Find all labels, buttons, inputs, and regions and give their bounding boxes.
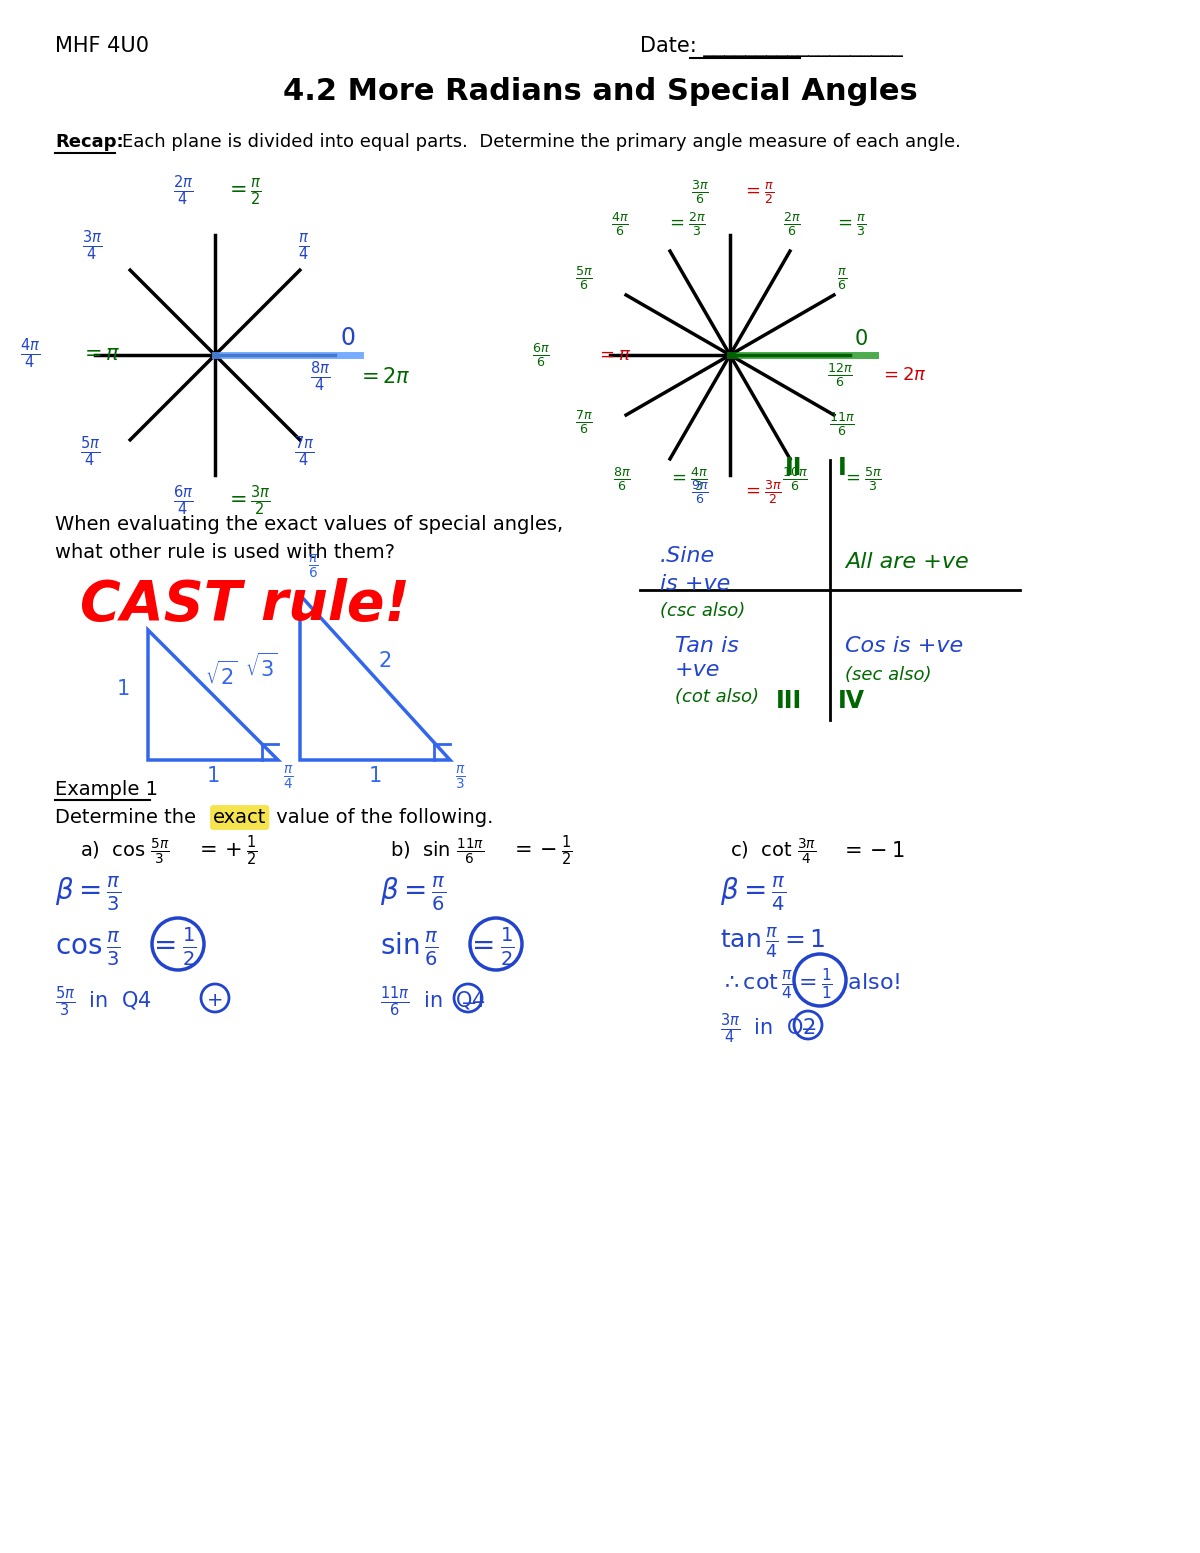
Text: $\sin\frac{\pi}{6}$: $\sin\frac{\pi}{6}$	[380, 929, 439, 968]
Text: CAST rule!: CAST rule!	[80, 578, 409, 632]
Text: 1: 1	[206, 766, 220, 786]
Text: c)  cot $\frac{3\pi}{4}$: c) cot $\frac{3\pi}{4}$	[730, 837, 816, 867]
Text: $-$: $-$	[800, 1019, 816, 1037]
Text: $\beta = \frac{\pi}{6}$: $\beta = \frac{\pi}{6}$	[380, 874, 446, 913]
Text: $\frac{\pi}{3}$: $\frac{\pi}{3}$	[455, 764, 466, 792]
Text: $=\frac{3\pi}{2}$: $=\frac{3\pi}{2}$	[226, 483, 271, 517]
Text: 0: 0	[854, 329, 869, 349]
Text: $= -\frac{1}{2}$: $= -\frac{1}{2}$	[510, 834, 572, 868]
Text: $\frac{5\pi}{6}$: $\frac{5\pi}{6}$	[575, 264, 593, 292]
Text: $=\frac{3\pi}{2}$: $=\frac{3\pi}{2}$	[742, 478, 782, 506]
Text: b)  sin $\frac{11\pi}{6}$: b) sin $\frac{11\pi}{6}$	[390, 837, 485, 867]
Text: IV: IV	[838, 690, 865, 713]
Text: (csc also): (csc also)	[660, 603, 745, 620]
Text: exact: exact	[214, 808, 266, 828]
Text: $=\frac{\pi}{2}$: $=\frac{\pi}{2}$	[226, 177, 262, 208]
Text: what other rule is used with them?: what other rule is used with them?	[55, 544, 395, 562]
Text: $\frac{4\pi}{4}$: $\frac{4\pi}{4}$	[20, 337, 41, 371]
Text: $\therefore \cot\frac{\pi}{4} = \frac{1}{1}$  also!: $\therefore \cot\frac{\pi}{4} = \frac{1}…	[720, 966, 900, 1002]
Text: +: +	[206, 991, 223, 1011]
Text: When evaluating the exact values of special angles,: When evaluating the exact values of spec…	[55, 516, 563, 534]
Text: $=\frac{2\pi}{3}$: $=\frac{2\pi}{3}$	[666, 210, 706, 238]
Text: (sec also): (sec also)	[845, 666, 931, 683]
Text: Example 1: Example 1	[55, 780, 158, 798]
Text: $= -1$: $= -1$	[840, 842, 905, 860]
Text: $\frac{12\pi}{6}$: $\frac{12\pi}{6}$	[827, 362, 853, 390]
Text: Date: ___________________: Date: ___________________	[640, 36, 902, 57]
Text: $\cos\frac{\pi}{3}$: $\cos\frac{\pi}{3}$	[55, 929, 120, 968]
Text: III: III	[775, 690, 802, 713]
Text: $=\frac{\pi}{2}$: $=\frac{\pi}{2}$	[742, 180, 774, 207]
Text: $=\pi$: $=\pi$	[596, 346, 631, 363]
Text: MHF 4U0: MHF 4U0	[55, 36, 149, 56]
Text: $\frac{\pi}{4}$: $\frac{\pi}{4}$	[299, 231, 310, 262]
Text: $= \frac{1}{2}$: $= \frac{1}{2}$	[148, 926, 197, 968]
Text: $\frac{2\pi}{6}$: $\frac{2\pi}{6}$	[784, 210, 800, 238]
Text: $=\frac{4\pi}{3}$: $=\frac{4\pi}{3}$	[668, 466, 708, 492]
Text: $\frac{5\pi}{3}$  in  Q4: $\frac{5\pi}{3}$ in Q4	[55, 985, 152, 1019]
Text: 1: 1	[368, 766, 382, 786]
Text: $\sqrt{2}$: $\sqrt{2}$	[204, 660, 238, 690]
Text: $\frac{10\pi}{6}$: $\frac{10\pi}{6}$	[782, 466, 808, 492]
Text: +ve: +ve	[674, 660, 720, 680]
Text: $\frac{11\pi}{6}$: $\frac{11\pi}{6}$	[829, 410, 854, 438]
Text: $\frac{\pi}{4}$: $\frac{\pi}{4}$	[283, 764, 294, 792]
Text: $\frac{\pi}{6}$: $\frac{\pi}{6}$	[308, 553, 319, 581]
Text: Recap:: Recap:	[55, 134, 124, 151]
Text: $\frac{\pi}{6}$: $\frac{\pi}{6}$	[836, 266, 847, 292]
Text: Cos is +ve: Cos is +ve	[845, 637, 964, 655]
Text: value of the following.: value of the following.	[270, 808, 493, 828]
Text: $-$: $-$	[460, 991, 476, 1011]
Text: II: II	[785, 457, 802, 480]
Text: $\frac{7\pi}{4}$: $\frac{7\pi}{4}$	[294, 435, 314, 469]
Text: $\beta = \frac{\pi}{3}$: $\beta = \frac{\pi}{3}$	[55, 874, 121, 913]
Text: $\frac{6\pi}{4}$: $\frac{6\pi}{4}$	[173, 483, 193, 517]
Text: $\frac{3\pi}{4}$: $\frac{3\pi}{4}$	[82, 228, 102, 262]
Text: 4.2 More Radians and Special Angles: 4.2 More Radians and Special Angles	[283, 78, 917, 106]
Text: a)  cos $\frac{5\pi}{3}$: a) cos $\frac{5\pi}{3}$	[80, 837, 170, 867]
Text: 2: 2	[378, 651, 391, 671]
Text: Each plane is divided into equal parts.  Determine the primary angle measure of : Each plane is divided into equal parts. …	[122, 134, 961, 151]
Text: I: I	[838, 457, 847, 480]
Text: Determine the: Determine the	[55, 808, 203, 828]
Text: $\frac{2\pi}{4}$: $\frac{2\pi}{4}$	[173, 174, 193, 208]
Text: All are +ve: All are +ve	[845, 551, 968, 572]
Text: 1: 1	[116, 679, 130, 699]
Text: 0: 0	[340, 326, 355, 349]
Text: $\frac{9\pi}{6}$: $\frac{9\pi}{6}$	[691, 478, 709, 506]
Text: $=2\pi$: $=2\pi$	[880, 367, 926, 384]
Text: $= \frac{1}{2}$: $= \frac{1}{2}$	[466, 926, 515, 968]
Text: .Sine: .Sine	[660, 547, 715, 565]
Text: $=\frac{5\pi}{3}$: $=\frac{5\pi}{3}$	[842, 466, 882, 492]
Text: $\sqrt{3}$: $\sqrt{3}$	[245, 652, 278, 682]
Text: is +ve: is +ve	[660, 575, 731, 593]
Text: $\frac{7\pi}{6}$: $\frac{7\pi}{6}$	[575, 408, 593, 436]
Text: $\frac{3\pi}{6}$: $\frac{3\pi}{6}$	[691, 179, 709, 207]
Text: $\frac{11\pi}{6}$  in  Q4: $\frac{11\pi}{6}$ in Q4	[380, 985, 486, 1019]
Text: $\frac{8\pi}{4}$: $\frac{8\pi}{4}$	[310, 359, 330, 394]
Text: $\frac{5\pi}{4}$: $\frac{5\pi}{4}$	[80, 435, 101, 469]
Text: $\frac{3\pi}{4}$  in  Q2: $\frac{3\pi}{4}$ in Q2	[720, 1011, 816, 1045]
Text: $\frac{6\pi}{6}$: $\frac{6\pi}{6}$	[532, 342, 550, 370]
Text: $\frac{4\pi}{6}$: $\frac{4\pi}{6}$	[611, 210, 629, 238]
Text: (cot also): (cot also)	[674, 688, 760, 707]
Text: $=\frac{\pi}{3}$: $=\frac{\pi}{3}$	[834, 213, 866, 238]
Text: $\beta = \frac{\pi}{4}$: $\beta = \frac{\pi}{4}$	[720, 874, 786, 913]
Text: $= 2\pi$: $= 2\pi$	[358, 367, 410, 387]
Text: $\tan\frac{\pi}{4} = 1$: $\tan\frac{\pi}{4} = 1$	[720, 926, 826, 960]
Text: $=\pi$: $=\pi$	[80, 345, 120, 363]
Text: Tan is: Tan is	[674, 637, 739, 655]
Text: $= +\frac{1}{2}$: $= +\frac{1}{2}$	[194, 834, 258, 868]
Text: $\frac{8\pi}{6}$: $\frac{8\pi}{6}$	[613, 466, 631, 492]
